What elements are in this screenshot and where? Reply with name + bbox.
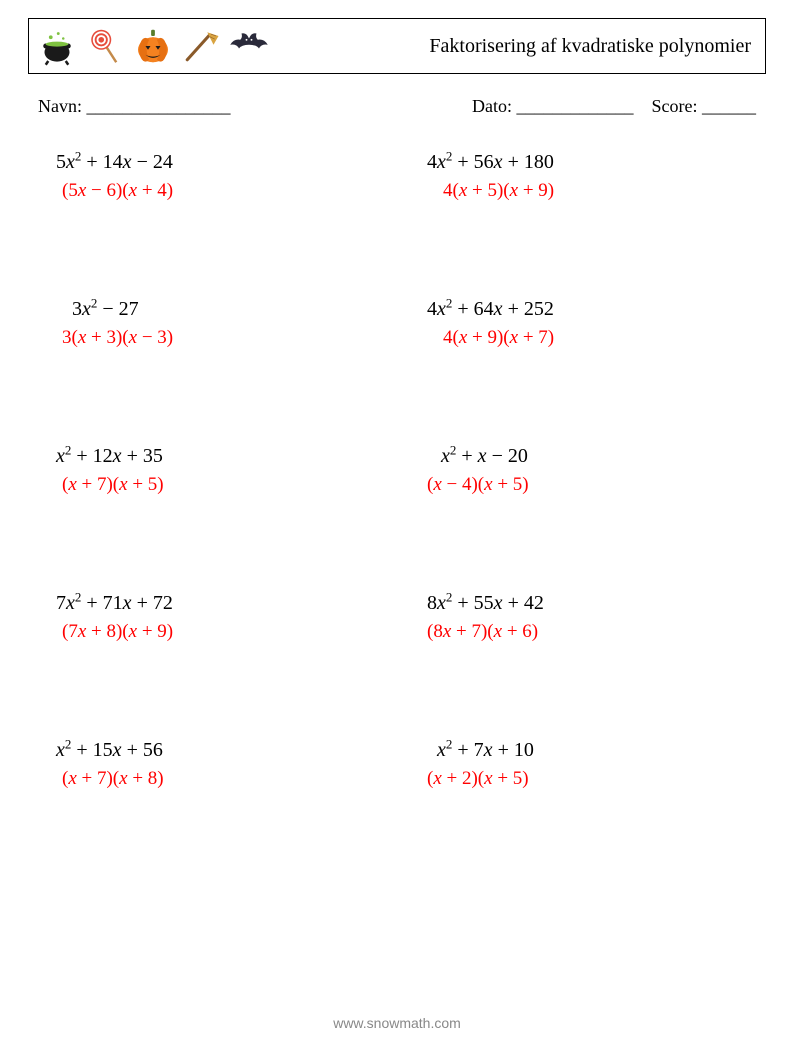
name-field: Navn: ________________ xyxy=(38,96,231,117)
polynomial-expression: 7x2 + 71x + 72 xyxy=(56,592,397,615)
factored-answer: (x + 2)(x + 5) xyxy=(427,768,756,790)
problem-cell: x2 + 7x + 10 (x + 2)(x + 5) xyxy=(397,739,756,790)
problem-row: 5x2 + 14x − 24(5x − 6)(x + 4)4x2 + 56x +… xyxy=(38,151,756,202)
problem-row: x2 + 15x + 56 (x + 7)(x + 8) x2 + 7x + 10 (… xyxy=(38,739,756,790)
polynomial-expression: x2 + 12x + 35 xyxy=(56,445,397,468)
polynomial-expression: 4x2 + 56x + 180 xyxy=(427,151,756,174)
factored-answer: 3(x + 3)(x − 3) xyxy=(62,327,397,349)
problem-row: 3x2 − 27 3(x + 3)(x − 3) 4x2 + 64x + 252 4(… xyxy=(38,298,756,349)
problem-cell: x2 + 12x + 35 (x + 7)(x + 5) xyxy=(38,445,397,496)
factored-answer: (5x − 6)(x + 4) xyxy=(62,180,397,202)
factored-answer: (x + 7)(x + 8) xyxy=(62,768,397,790)
polynomial-expression: 4x2 + 64x + 252 xyxy=(427,298,756,321)
pumpkin-icon xyxy=(133,26,173,66)
problem-cell: x2 + 15x + 56 (x + 7)(x + 8) xyxy=(38,739,397,790)
problem-cell: 4x2 + 64x + 252 4(x + 9)(x + 7) xyxy=(397,298,756,349)
problem-cell: 4x2 + 56x + 180 4(x + 5)(x + 9) xyxy=(397,151,756,202)
polynomial-expression: x2 + 15x + 56 xyxy=(56,739,397,762)
polynomial-expression: 8x2 + 55x + 42 xyxy=(427,592,756,615)
problem-cell: x2 + x − 20 (x − 4)(x + 5) xyxy=(397,445,756,496)
factored-answer: 4(x + 5)(x + 9) xyxy=(443,180,756,202)
meta-row: Navn: ________________ Dato: ___________… xyxy=(38,96,756,117)
factored-answer: (8x + 7)(x + 6) xyxy=(427,621,756,643)
bat-icon xyxy=(229,26,269,66)
polynomial-expression: 3x2 − 27 xyxy=(72,298,397,321)
broom-icon xyxy=(181,26,221,66)
polynomial-expression: x2 + 7x + 10 xyxy=(437,739,756,762)
date-field: Dato: _____________ xyxy=(472,96,634,117)
factored-answer: (x − 4)(x + 5) xyxy=(427,474,756,496)
factored-answer: 4(x + 9)(x + 7) xyxy=(443,327,756,349)
polynomial-expression: x2 + x − 20 xyxy=(441,445,756,468)
polynomial-expression: 5x2 + 14x − 24 xyxy=(56,151,397,174)
worksheet-header: Faktorisering af kvadratiske polynomier xyxy=(28,18,766,74)
header-icons xyxy=(37,26,269,66)
problems-grid: 5x2 + 14x − 24(5x − 6)(x + 4)4x2 + 56x +… xyxy=(28,151,766,790)
problem-cell: 7x2 + 71x + 72 (7x + 8)(x + 9) xyxy=(38,592,397,643)
cauldron-icon xyxy=(37,26,77,66)
problem-cell: 8x2 + 55x + 42 (8x + 7)(x + 6) xyxy=(397,592,756,643)
worksheet-title: Faktorisering af kvadratiske polynomier xyxy=(429,35,751,58)
problem-cell: 3x2 − 27 3(x + 3)(x − 3) xyxy=(38,298,397,349)
factored-answer: (7x + 8)(x + 9) xyxy=(62,621,397,643)
footer-url: www.snowmath.com xyxy=(0,1015,794,1031)
problem-row: x2 + 12x + 35 (x + 7)(x + 5) x2 + x − 20 (x… xyxy=(38,445,756,496)
score-field: Score: ______ xyxy=(652,96,756,117)
problem-cell: 5x2 + 14x − 24 (5x − 6)(x + 4) xyxy=(38,151,397,202)
problem-row: 7x2 + 71x + 72(7x + 8)(x + 9)8x2 + 55x +… xyxy=(38,592,756,643)
factored-answer: (x + 7)(x + 5) xyxy=(62,474,397,496)
lollipop-icon xyxy=(85,26,125,66)
